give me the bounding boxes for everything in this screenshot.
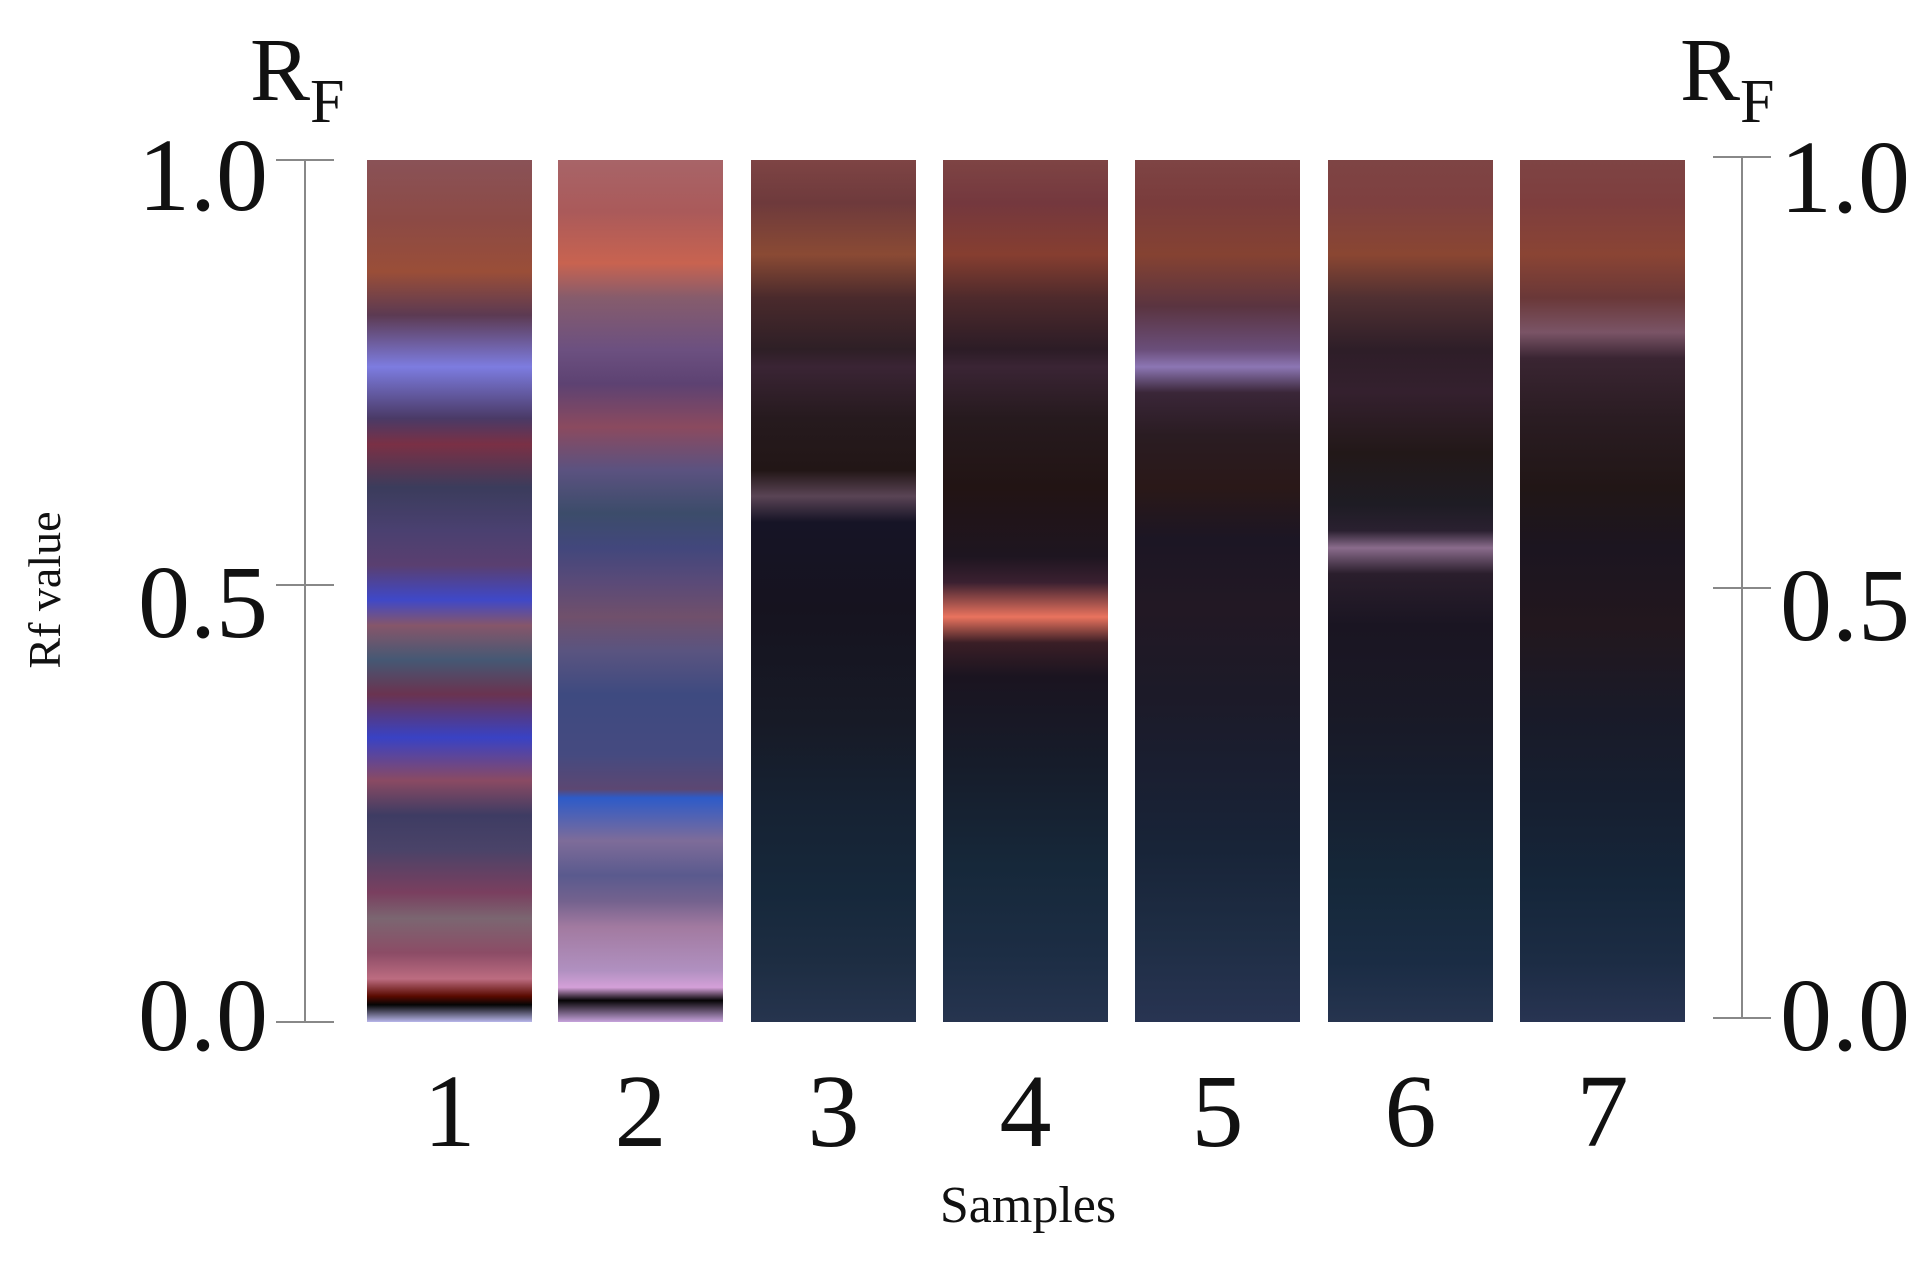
lane-label-1: 1	[424, 1054, 476, 1169]
lane-label-6: 6	[1385, 1054, 1437, 1169]
lane-7	[1520, 160, 1685, 1022]
tlc-lanes	[367, 160, 1685, 1022]
left-axis-header: R F	[250, 21, 344, 136]
left-axis: 1.0 0.5 0.0	[138, 118, 334, 1073]
lane-label-5: 5	[1192, 1054, 1244, 1169]
lane-5	[1135, 160, 1300, 1022]
lane-6	[1328, 160, 1493, 1022]
lane-label-7: 7	[1577, 1054, 1629, 1169]
right-axis-header-main: R	[1680, 21, 1740, 120]
x-axis-title: Samples	[940, 1177, 1116, 1234]
left-tick-label-0.0: 0.0	[138, 958, 268, 1073]
right-axis-header: R F	[1680, 21, 1774, 136]
lane-2	[558, 160, 723, 1022]
right-tick-label-0.5: 0.5	[1780, 548, 1910, 663]
lane-labels: 1 2 3 4 5 6 7	[424, 1054, 1629, 1169]
lane-3	[751, 160, 916, 1022]
lane-4	[943, 160, 1108, 1022]
right-axis-header-sub: F	[1740, 68, 1774, 136]
right-axis: 1.0 0.5 0.0	[1713, 120, 1910, 1073]
lane-label-2: 2	[615, 1054, 667, 1169]
lane-1	[367, 160, 532, 1022]
lane-label-3: 3	[808, 1054, 860, 1169]
left-axis-header-sub: F	[310, 68, 344, 136]
left-tick-label-1.0: 1.0	[138, 118, 268, 233]
y-axis-title: Rf value	[19, 511, 70, 668]
lane-label-4: 4	[1000, 1054, 1052, 1169]
left-axis-header-main: R	[250, 21, 310, 120]
right-tick-label-1.0: 1.0	[1780, 120, 1910, 235]
left-tick-label-0.5: 0.5	[138, 545, 268, 660]
right-tick-label-0.0: 0.0	[1780, 958, 1910, 1073]
